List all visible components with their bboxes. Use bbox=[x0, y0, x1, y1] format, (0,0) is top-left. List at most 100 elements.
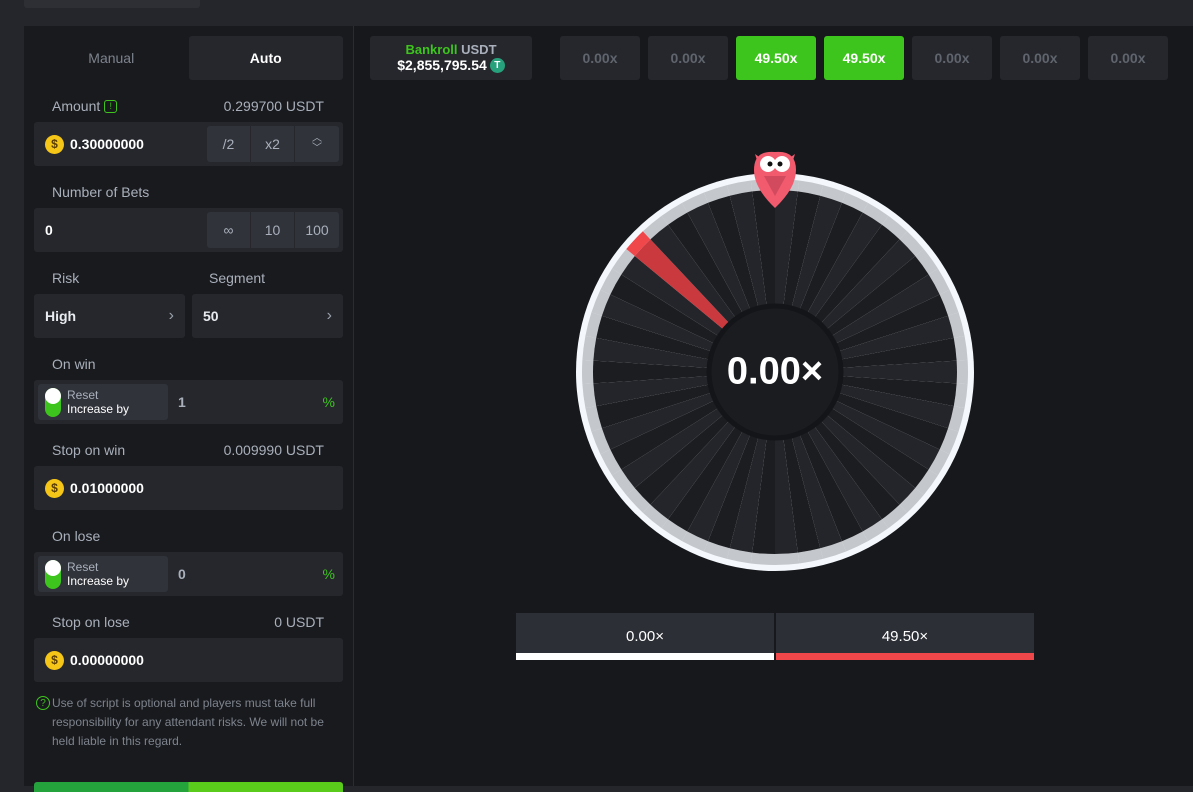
wheel-segment bbox=[661, 202, 688, 225]
owl-pointer-icon bbox=[754, 151, 796, 208]
amount-value[interactable]: 0.30000000 bbox=[70, 136, 144, 152]
wheel-segment bbox=[585, 312, 602, 338]
risk-label: Risk bbox=[52, 270, 80, 286]
bets-value[interactable]: 0 bbox=[45, 222, 53, 238]
bets-infinite-button[interactable]: ∞ bbox=[207, 212, 251, 248]
wheel-segment bbox=[642, 215, 669, 240]
history-item: 49.50x bbox=[736, 36, 816, 80]
percent-unit: % bbox=[322, 394, 335, 410]
bets-100-button[interactable]: 100 bbox=[295, 212, 339, 248]
double-button[interactable]: x2 bbox=[251, 126, 295, 162]
stop-win-converted: 0.009990 USDT bbox=[223, 442, 324, 458]
risk-value: High bbox=[45, 308, 77, 324]
disclaimer-text: Use of script is optional and players mu… bbox=[52, 696, 324, 748]
on-lose-input[interactable]: 0 bbox=[178, 566, 186, 582]
wheel-segment bbox=[661, 519, 688, 542]
wheel-slice bbox=[593, 360, 775, 384]
reset-option: Reset bbox=[67, 560, 99, 574]
on-win-input[interactable]: 1 bbox=[178, 394, 186, 410]
tab-auto[interactable]: Auto bbox=[188, 36, 343, 80]
stop-lose-input[interactable]: $ 0.00000000 bbox=[34, 638, 343, 682]
wheel-segment bbox=[682, 531, 709, 552]
wheel-svg bbox=[576, 151, 974, 571]
bets-input[interactable]: 0 ∞ 10 100 bbox=[34, 208, 343, 252]
multiplier-legend: 0.00× 49.50× bbox=[516, 613, 1034, 660]
wheel-segment bbox=[626, 231, 651, 256]
amount-label-text: Amount bbox=[52, 98, 101, 114]
wheel-segment bbox=[881, 504, 908, 529]
wheel-segment bbox=[948, 406, 965, 432]
coin-icon: $ bbox=[45, 478, 64, 498]
info-icon[interactable]: ! bbox=[104, 99, 118, 113]
on-lose-toggle[interactable]: Reset Increase by bbox=[38, 556, 168, 592]
wheel-segment bbox=[750, 552, 775, 565]
bankroll-box: Bankroll USDT $2,855,795.54 T bbox=[370, 36, 532, 80]
segment-select[interactable]: 50 › bbox=[192, 294, 343, 338]
wheel-segment bbox=[612, 469, 635, 496]
legend-color-bar bbox=[516, 653, 774, 660]
on-lose-row: Reset Increase by 0 % bbox=[34, 552, 343, 596]
start-autobet-button[interactable] bbox=[34, 782, 343, 792]
coin-icon: $ bbox=[45, 650, 64, 670]
segment-label: Segment bbox=[209, 270, 266, 286]
toggle-switch[interactable] bbox=[45, 387, 61, 417]
wheel-segment bbox=[682, 192, 709, 213]
wheel-segment bbox=[703, 541, 730, 559]
stop-win-value[interactable]: 0.01000000 bbox=[70, 480, 144, 496]
wheel-segment bbox=[585, 406, 602, 432]
bets-10-button[interactable]: 10 bbox=[251, 212, 295, 248]
reset-option: Reset bbox=[67, 388, 99, 402]
wheel-segment bbox=[612, 248, 635, 275]
wheel-hub bbox=[706, 303, 844, 441]
segment-value: 50 bbox=[203, 308, 219, 324]
stop-lose-converted: 0 USDT bbox=[274, 614, 324, 630]
question-icon: ? bbox=[36, 696, 50, 710]
bankroll-amount: $2,855,795.54 bbox=[397, 57, 487, 73]
wheel-segment bbox=[948, 312, 965, 338]
percent-unit: % bbox=[322, 566, 335, 582]
stop-win-input[interactable]: $ 0.01000000 bbox=[34, 466, 343, 510]
toggle-switch[interactable] bbox=[45, 559, 61, 589]
amount-input[interactable]: $ 0.30000000 /2 x2 ︿ ﹀ bbox=[34, 122, 343, 166]
wheel-segment bbox=[899, 488, 924, 513]
history-item: 0.00x bbox=[1088, 36, 1168, 80]
wheel-segment bbox=[953, 383, 968, 409]
wheel-segment bbox=[591, 289, 611, 316]
amount-label: Amount! bbox=[52, 98, 118, 114]
history-item: 0.00x bbox=[912, 36, 992, 80]
history-item: 0.00x bbox=[648, 36, 728, 80]
wheel-segment bbox=[899, 231, 924, 256]
tab-manual[interactable]: Manual bbox=[88, 50, 135, 66]
chevron-right-icon: › bbox=[168, 307, 174, 324]
half-button[interactable]: /2 bbox=[207, 126, 251, 162]
on-win-toggle[interactable]: Reset Increase by bbox=[38, 384, 168, 420]
stop-lose-value[interactable]: 0.00000000 bbox=[70, 652, 144, 668]
wheel-segment bbox=[953, 335, 968, 361]
bankroll-currency: USDT bbox=[461, 42, 497, 57]
risk-select[interactable]: High › bbox=[34, 294, 185, 338]
amount-converted: 0.299700 USDT bbox=[223, 98, 324, 114]
stop-win-label: Stop on win bbox=[52, 442, 126, 458]
wheel-segment bbox=[797, 548, 823, 564]
legend-item: 49.50× bbox=[776, 613, 1034, 660]
legend-label: 0.00× bbox=[626, 628, 664, 645]
wheel-segment bbox=[642, 504, 669, 529]
wheel-segment bbox=[797, 180, 823, 196]
bet-panel: Manual Auto Amount! 0.299700 USDT $ 0.30… bbox=[24, 26, 354, 792]
wheel-segment bbox=[841, 531, 868, 552]
wheel-segment bbox=[582, 335, 597, 361]
coin-icon: $ bbox=[45, 134, 64, 154]
on-win-label: On win bbox=[52, 356, 96, 372]
stepper-chevrons-icon[interactable]: ︿ ﹀ bbox=[295, 126, 339, 162]
wheel-segment bbox=[820, 185, 847, 203]
wheel-result: 0.00× bbox=[726, 350, 824, 393]
history-item: 0.00x bbox=[560, 36, 640, 80]
increase-option: Increase by bbox=[67, 574, 130, 588]
wheel: 0.00× bbox=[574, 146, 976, 591]
wheel-segment bbox=[775, 552, 800, 565]
wheel-segment bbox=[881, 215, 908, 240]
wheel-segment bbox=[915, 469, 938, 496]
on-lose-label: On lose bbox=[52, 528, 101, 544]
wheel-segment bbox=[600, 268, 622, 295]
wheel-segment bbox=[626, 488, 651, 513]
